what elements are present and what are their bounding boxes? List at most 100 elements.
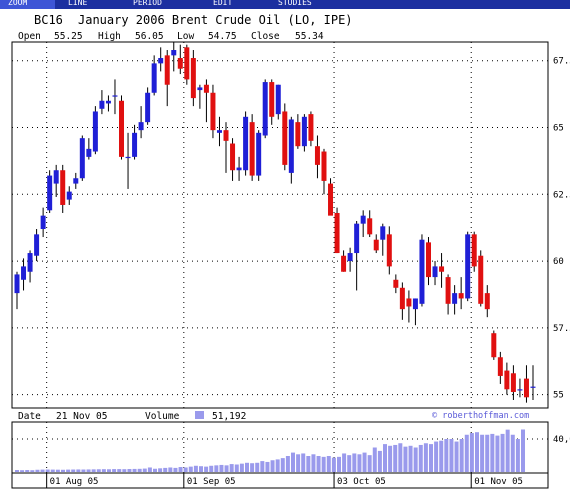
candle-body [14, 274, 20, 294]
candle [393, 274, 399, 294]
date-tick-label: 01 Aug 05 [50, 477, 99, 487]
volume-bar [398, 443, 403, 472]
volume-bar [142, 468, 147, 472]
candle [99, 90, 105, 115]
symbol-label: BC16 [34, 13, 63, 27]
volume-bar [515, 439, 520, 472]
candle-body [314, 146, 320, 165]
volume-bar [127, 469, 132, 472]
volume-bar [183, 467, 188, 472]
candle-body [282, 111, 288, 165]
candle-body [190, 58, 196, 99]
candle-body [125, 156, 131, 159]
volume-bar [122, 469, 127, 472]
candle-body [308, 114, 314, 141]
candle-body [425, 242, 431, 278]
volume-bar [469, 433, 474, 472]
volume-bar [45, 469, 50, 472]
candle-body [73, 178, 79, 184]
candle [171, 42, 177, 72]
candle [465, 231, 471, 302]
low-label: Low [177, 31, 194, 42]
candle [125, 132, 131, 189]
volume-bar [15, 470, 19, 472]
candle [425, 237, 431, 286]
volume-bar [132, 468, 137, 472]
tab-studies[interactable]: STUDIES [278, 0, 312, 7]
volume-bar [367, 455, 372, 472]
tab-edit[interactable]: EDIT [213, 0, 232, 7]
candle-body [86, 148, 92, 157]
chart-header: BC16 January 2006 Brent Crude Oil (LO, I… [18, 13, 353, 42]
tab-zoom[interactable]: ZOOM [0, 0, 55, 9]
date-tick-label: 01 Nov 05 [474, 477, 523, 487]
volume-bar [475, 432, 479, 472]
volume-bar [418, 444, 423, 472]
candle-body [347, 253, 353, 262]
candle [203, 79, 209, 123]
volume-bar [229, 464, 234, 472]
candle-body [399, 287, 405, 310]
volume-value: 51,192 [212, 411, 246, 422]
candle-body [223, 130, 229, 141]
candle [432, 261, 438, 286]
candle [471, 231, 477, 272]
volume-bar [40, 469, 45, 472]
volume-bar [510, 434, 515, 472]
candle-body [419, 239, 425, 304]
volume-bar [459, 439, 464, 472]
candle [412, 298, 418, 326]
candle [132, 124, 138, 160]
volume-bar [265, 461, 270, 472]
candle-body [171, 50, 177, 56]
volume-bar [444, 439, 449, 472]
candle-body [334, 212, 340, 254]
candle [158, 47, 164, 72]
volume-bar [101, 469, 106, 472]
volume-bar [96, 469, 101, 472]
candle [367, 210, 373, 238]
volume-bar [91, 469, 96, 472]
candle [138, 106, 144, 139]
candle [119, 95, 125, 160]
volume-bar [296, 454, 301, 472]
tab-line[interactable]: LINE [68, 0, 87, 7]
volume-bar [204, 466, 209, 472]
candle-body [243, 116, 249, 171]
candle-body [60, 170, 66, 205]
candle-body [439, 266, 445, 272]
candle-body [478, 255, 484, 304]
volume-bar [372, 447, 377, 472]
candle [236, 156, 242, 181]
candle-body [177, 58, 183, 69]
volume-tick-label: 40,0 [553, 435, 570, 445]
volume-bar [393, 444, 398, 472]
volume-bar [112, 469, 117, 472]
candle-body [412, 298, 418, 310]
candle [517, 378, 523, 398]
volume-bar [30, 470, 35, 472]
candle [275, 84, 281, 120]
tab-label: ZOOM [8, 0, 27, 7]
candle-body [373, 239, 379, 251]
candle [269, 79, 275, 125]
candles [14, 42, 536, 403]
volume-panel [11, 421, 549, 474]
candle [314, 135, 320, 179]
volume-bar [306, 456, 311, 472]
candle [262, 79, 268, 139]
candle [164, 50, 170, 107]
volume-bar [521, 429, 525, 472]
date-value: 21 Nov 05 [56, 411, 107, 422]
candle [105, 95, 111, 112]
candle [452, 285, 458, 315]
candle [14, 271, 20, 310]
volume-bar [377, 450, 382, 472]
open-label: Open [18, 31, 41, 42]
tab-period[interactable]: PERIOD [133, 0, 162, 7]
volume-bar [505, 429, 510, 472]
volume-bar [331, 457, 336, 472]
candle [510, 365, 516, 400]
